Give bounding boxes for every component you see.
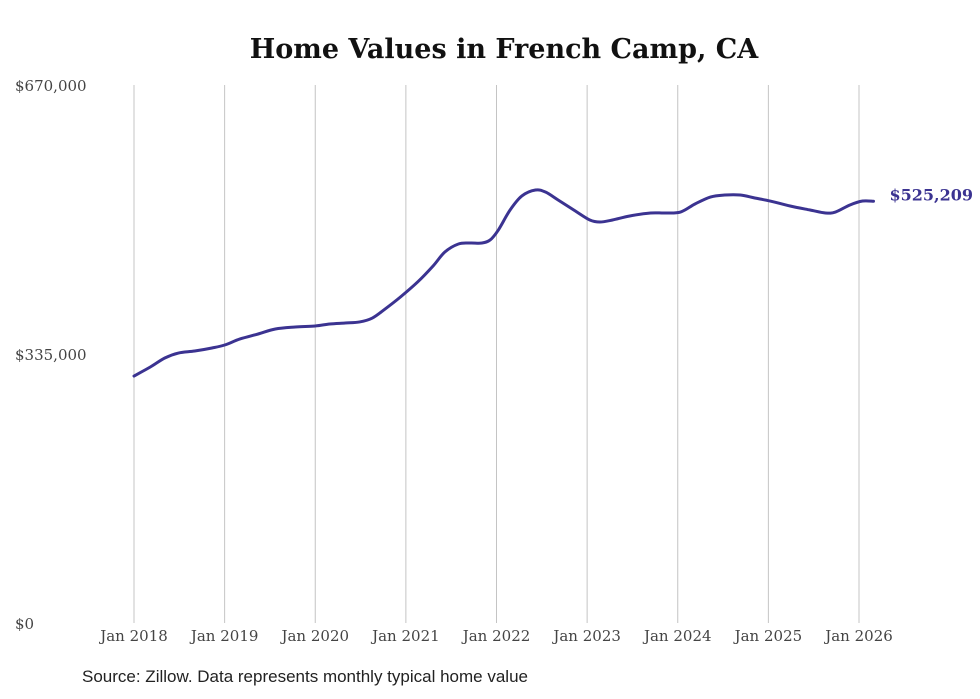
x-tick-label: Jan 2020 (279, 627, 349, 645)
x-tick-label: Jan 2022 (461, 627, 531, 645)
x-tick-label: Jan 2024 (642, 627, 712, 645)
series-line (132, 188, 875, 378)
y-axis: $0 $335,000 $670,000 (15, 77, 87, 633)
end-value-label: $525,209 (890, 185, 974, 204)
y-tick-label: $0 (15, 615, 34, 633)
chart-title: Home Values in French Camp, CA (250, 34, 760, 65)
y-tick-label: $670,000 (15, 77, 87, 95)
x-tick-label: Jan 2025 (733, 627, 803, 645)
y-tick-label: $335,000 (15, 346, 87, 364)
x-axis: Jan 2018 Jan 2019 Jan 2020 Jan 2021 Jan 2022… (98, 627, 893, 645)
source-note: Source: Zillow. Data represents monthly … (82, 667, 528, 686)
x-tick-label: Jan 2023 (551, 627, 621, 645)
x-tick-label: Jan 2021 (370, 627, 440, 645)
series: $525,209 (132, 185, 974, 378)
x-tick-label: Jan 2018 (98, 627, 168, 645)
x-tick-label: Jan 2026 (823, 627, 893, 645)
x-tick-label: Jan 2019 (189, 627, 259, 645)
gridlines (133, 85, 860, 623)
